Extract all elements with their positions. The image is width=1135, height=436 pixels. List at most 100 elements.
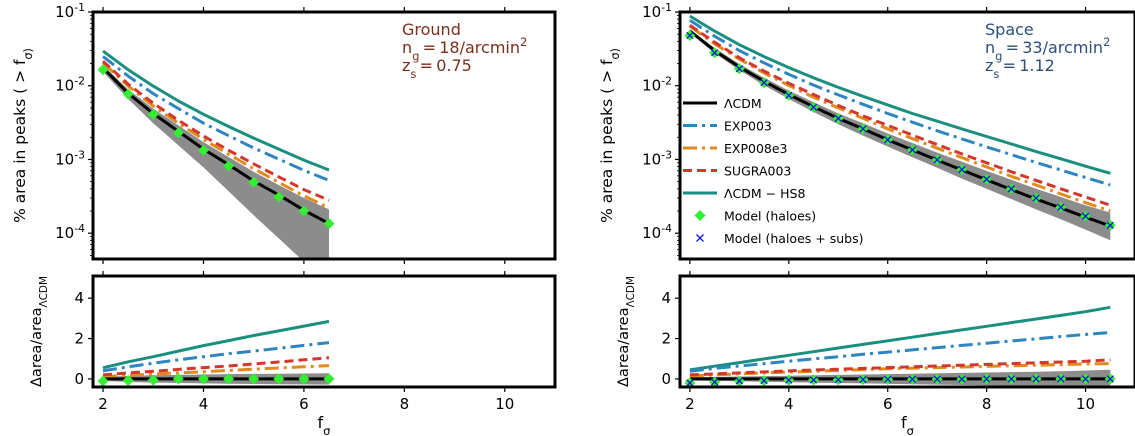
space-xtick-label: 8: [982, 395, 992, 413]
ground-bottom-ytick-label: 4: [74, 289, 84, 307]
space-bottom-haloes-subs-point: [982, 375, 991, 383]
ground-bottom-ytick-label: 0: [74, 370, 84, 388]
ground-top-series-lcdm_hs8: [102, 49, 330, 172]
space-top-haloes-subs-point: [1007, 185, 1016, 193]
ground-bottom-haloes-point: [197, 373, 209, 385]
space-bottom-ytick-label: 0: [661, 370, 671, 388]
ground-bottom-haloes-point: [273, 373, 285, 385]
space-top-haloes-subs-point: [982, 175, 991, 183]
space-xtick-label: 6: [883, 395, 893, 413]
space-top-haloes-subs-point: [1106, 221, 1114, 229]
ground-annotation-line: zs = 0.75: [402, 56, 472, 81]
space-bottom-ytick-label: 2: [661, 330, 671, 348]
space-top-haloes-subs-point: [686, 31, 694, 40]
ground-bottom-series-exp008e3: [102, 364, 330, 378]
space-top-axes: 10-4 10-3 10-2 10-1 % area in peaks ( > fσ): [598, 1, 1135, 264]
legend-item-exp008e3: EXP008e3: [683, 141, 788, 156]
ground-xtick-label: 8: [400, 395, 410, 413]
ground-top-haloes-point: [248, 176, 260, 188]
space-top-haloes-subs-point: [884, 136, 892, 144]
space-top-series-exp008e3: [689, 25, 1111, 213]
space-bottom-haloes-subs-point: [1081, 375, 1090, 383]
legend-label-sugra003: SUGRA003: [724, 164, 791, 179]
space-annotation-line: ng = 33/arcmin2: [985, 35, 1110, 63]
space-bottom-haloes-subs-point: [1057, 375, 1065, 383]
ground-xtick-label: 6: [299, 395, 309, 413]
space-bottom-haloes-subs-point: [933, 375, 941, 383]
space-ytick-label: 10-4: [642, 222, 672, 243]
ground-bottom-series-exp003: [102, 341, 330, 373]
space-bottom-ytick-label: 4: [661, 289, 671, 307]
ground-bottom-haloes-point: [223, 373, 235, 385]
space-bottom-haloes-subs-point: [908, 375, 917, 383]
ground-annotation-line: Ground: [402, 20, 461, 39]
ground-top-haloes-point: [122, 88, 134, 100]
space-top-haloes-subs-point: [735, 65, 744, 73]
ground-top-series-sugra003: [101, 60, 330, 202]
ground-top-haloes-point: [172, 127, 184, 139]
space-top-haloes-subs-point: [710, 49, 719, 57]
space-ytick-label: 10-2: [642, 74, 672, 95]
ground-top-ylabel: % area in peaks ( > fσ): [11, 48, 35, 223]
space-top-haloes-subs-point: [933, 156, 941, 164]
space-top-ylabel: % area in peaks ( > fσ): [598, 48, 622, 223]
space-bottom-plot-area: [684, 305, 1116, 387]
legend-item-model_haloes: Model (haloes): [694, 209, 816, 224]
space-top-haloes-subs-point: [785, 91, 793, 100]
space-bottom-series-exp003: [689, 331, 1111, 373]
space-bottom-haloes-subs-point: [859, 375, 867, 384]
ground-ytick-label: 10-3: [55, 148, 85, 169]
space-bottom-haloes-subs-point: [1007, 375, 1016, 383]
ground-bottom-plot-area: [97, 319, 335, 387]
space-bottom-haloes-subs-point: [735, 377, 744, 385]
legend-swatch-model_haloes_subs: [696, 234, 704, 242]
ground-bottom-haloes-point: [147, 374, 159, 386]
space-top-haloes-subs-point: [1057, 203, 1065, 211]
space-top-frame: [678, 10, 1135, 261]
ground-bottom-haloes-point: [298, 373, 310, 385]
space-bottom-ylabel: Δarea/areaΛCDM: [616, 276, 637, 387]
ground-bottom-ytick-label: 2: [74, 330, 84, 348]
space-bottom-series-lcdm_hs8: [689, 305, 1111, 372]
ground-top-frame: [91, 10, 557, 261]
space-bottom-haloes-subs-point: [958, 375, 966, 383]
space-top-haloes-subs-point: [760, 79, 768, 87]
space-top-haloes-subs-point: [834, 114, 842, 123]
space-top-series-exp003: [689, 19, 1111, 187]
ground-top-haloes-point: [298, 205, 310, 217]
space-ytick-label: 10-3: [642, 148, 672, 169]
space-top-haloes-subs-point: [1081, 212, 1090, 220]
ground-top-series-lcdm: [101, 66, 330, 225]
ground-bottom-series-sugra003: [102, 356, 330, 377]
ground-bottom-haloes-point: [122, 375, 134, 387]
legend-label-model_haloes_subs: Model (haloes + subs): [724, 231, 863, 246]
legend-item-model_haloes_subs: Model (haloes + subs): [696, 231, 863, 246]
ground-top-series-exp003: [102, 55, 330, 182]
space-bottom-haloes-subs-point: [710, 378, 719, 386]
ground-top-haloes-point: [223, 160, 235, 172]
legend-label-model_haloes: Model (haloes): [724, 209, 816, 224]
space-top-haloes-subs-point: [908, 146, 917, 154]
legend-item-sugra003: SUGRA003: [683, 164, 791, 179]
space-annotation-line: Space: [985, 20, 1034, 39]
space-bottom-haloes-subs-point: [1106, 375, 1114, 383]
ground-top-haloes-point: [273, 191, 285, 203]
legend-swatch-model_haloes: [694, 210, 706, 221]
space-bottom-haloes-subs-point: [809, 376, 818, 384]
space-top-haloes-subs-point: [809, 103, 818, 111]
ground-xlabel: fσ: [318, 413, 331, 436]
ground-top-series-exp008e3: [101, 61, 330, 210]
ground-xtick-label: 4: [199, 395, 209, 413]
legend-label-exp008e3: EXP008e3: [724, 141, 788, 156]
space-bottom-haloes-subs-point: [884, 375, 892, 383]
space-bottom-haloes-subs-point: [686, 379, 694, 387]
space-bottom-series-sugra003: [689, 358, 1111, 377]
space-xtick-label: 2: [685, 395, 695, 413]
space-top-series-lcdm_hs8: [689, 14, 1111, 175]
ground-bottom-series-lcdm_hs8: [102, 319, 330, 370]
ground-top-haloes-point: [197, 144, 209, 156]
space-annotation-line: zs = 1.12: [985, 56, 1055, 81]
